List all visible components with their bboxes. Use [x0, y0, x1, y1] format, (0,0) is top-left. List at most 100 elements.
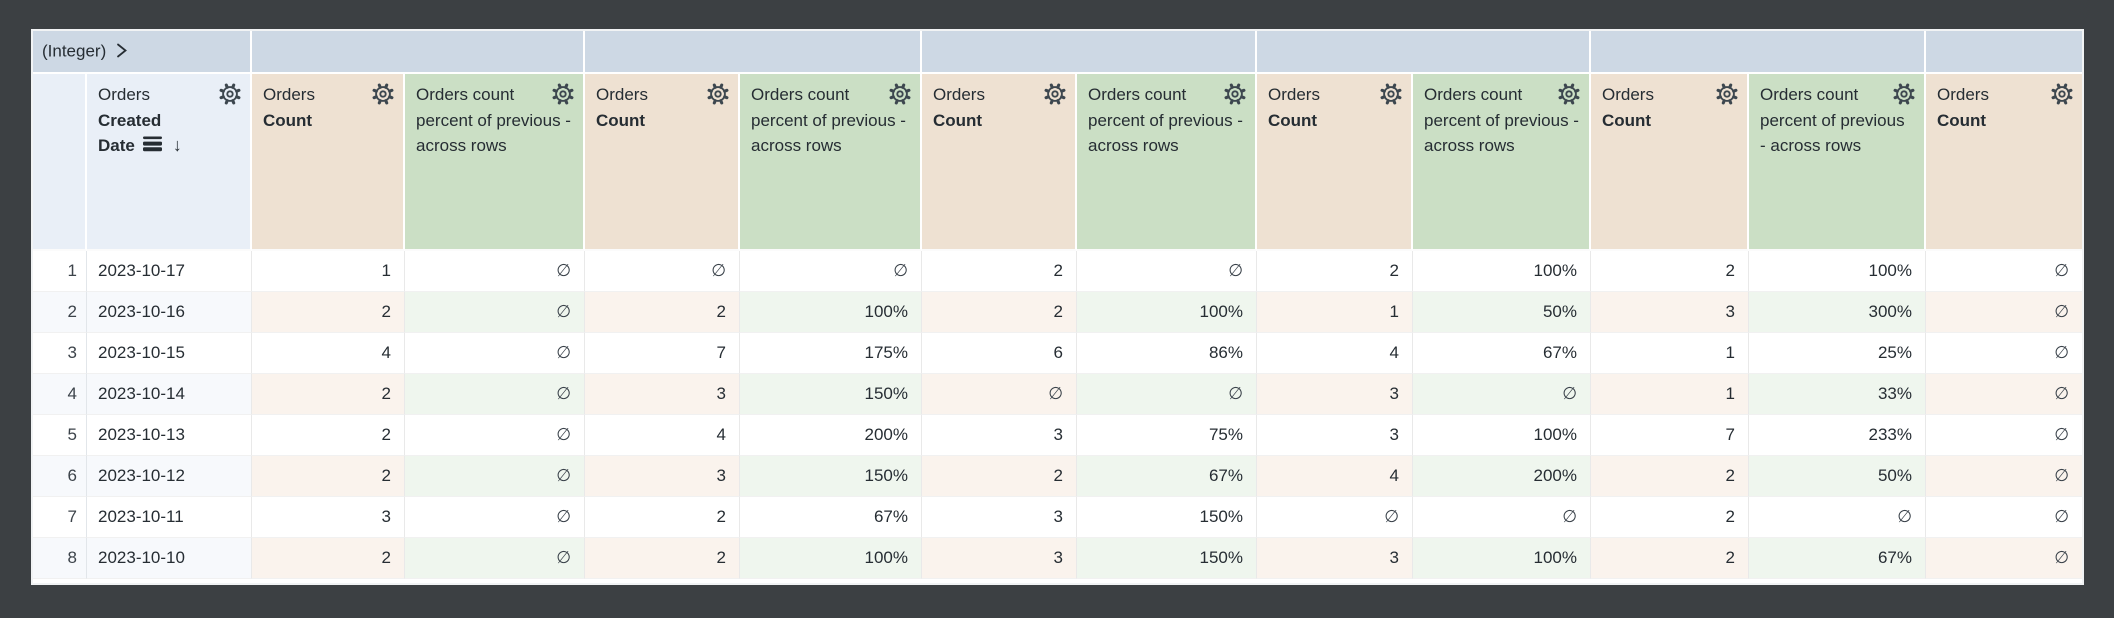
count-cell[interactable]: 2	[1591, 251, 1749, 292]
count-cell[interactable]: ∅	[922, 374, 1077, 415]
percent-cell[interactable]: 100%	[1749, 251, 1926, 292]
date-cell[interactable]: 2023-10-11	[87, 497, 252, 538]
column-header-orders-count[interactable]: Orders Count	[1926, 74, 2082, 251]
count-cell[interactable]: ∅	[1257, 497, 1413, 538]
count-cell[interactable]: ∅	[1926, 374, 2082, 415]
date-cell[interactable]: 2023-10-13	[87, 415, 252, 456]
chevron-right-icon[interactable]	[114, 42, 129, 59]
percent-cell[interactable]: 67%	[1413, 333, 1591, 374]
column-header-orders-created-date[interactable]: Orders Created Date ↓	[87, 74, 252, 251]
count-cell[interactable]: ∅	[1926, 333, 2082, 374]
count-cell[interactable]: 1	[1257, 292, 1413, 333]
percent-cell[interactable]: ∅	[1749, 497, 1926, 538]
column-header-orders-count-percent-of-previous[interactable]: Orders count percent of previous - acros…	[1749, 74, 1926, 251]
count-cell[interactable]: 4	[1257, 333, 1413, 374]
gear-icon[interactable]	[2051, 83, 2073, 105]
percent-cell[interactable]: ∅	[405, 497, 585, 538]
column-header-orders-count-percent-of-previous[interactable]: Orders count percent of previous - acros…	[740, 74, 922, 251]
count-cell[interactable]: 2	[1591, 538, 1749, 579]
count-cell[interactable]: 2	[252, 374, 405, 415]
count-cell[interactable]: ∅	[1926, 292, 2082, 333]
percent-cell[interactable]: 67%	[1077, 456, 1257, 497]
percent-cell[interactable]: ∅	[1413, 497, 1591, 538]
count-cell[interactable]: 2	[922, 251, 1077, 292]
count-cell[interactable]: 7	[1591, 415, 1749, 456]
gear-icon[interactable]	[1558, 83, 1580, 105]
column-header-orders-count-percent-of-previous[interactable]: Orders count percent of previous - acros…	[1413, 74, 1591, 251]
count-cell[interactable]: 1	[252, 251, 405, 292]
percent-cell[interactable]: 75%	[1077, 415, 1257, 456]
count-cell[interactable]: 2	[1257, 251, 1413, 292]
count-cell[interactable]: ∅	[1926, 251, 2082, 292]
percent-cell[interactable]: ∅	[1077, 251, 1257, 292]
column-header-orders-count-percent-of-previous[interactable]: Orders count percent of previous - acros…	[405, 74, 585, 251]
count-cell[interactable]: 3	[922, 538, 1077, 579]
count-cell[interactable]: 2	[1591, 456, 1749, 497]
percent-cell[interactable]: ∅	[405, 251, 585, 292]
percent-cell[interactable]: ∅	[1077, 374, 1257, 415]
count-cell[interactable]: 2	[585, 538, 740, 579]
date-cell[interactable]: 2023-10-15	[87, 333, 252, 374]
percent-cell[interactable]: 50%	[1749, 456, 1926, 497]
count-cell[interactable]: 2	[585, 292, 740, 333]
column-header-orders-count[interactable]: Orders Count	[252, 74, 405, 251]
percent-cell[interactable]: 100%	[1413, 538, 1591, 579]
percent-cell[interactable]: 150%	[740, 374, 922, 415]
gear-icon[interactable]	[219, 83, 241, 105]
percent-cell[interactable]: 67%	[1749, 538, 1926, 579]
percent-cell[interactable]: 150%	[740, 456, 922, 497]
date-cell[interactable]: 2023-10-12	[87, 456, 252, 497]
count-cell[interactable]: 3	[1257, 538, 1413, 579]
pivot-header-cell[interactable]: (Integer)	[33, 31, 252, 74]
count-cell[interactable]: 7	[585, 333, 740, 374]
percent-cell[interactable]: 100%	[1077, 292, 1257, 333]
column-header-orders-count-percent-of-previous[interactable]: Orders count percent of previous - acros…	[1077, 74, 1257, 251]
percent-cell[interactable]: ∅	[405, 538, 585, 579]
count-cell[interactable]: ∅	[1926, 538, 2082, 579]
count-cell[interactable]: 6	[922, 333, 1077, 374]
percent-cell[interactable]: 100%	[740, 538, 922, 579]
gear-icon[interactable]	[889, 83, 911, 105]
gear-icon[interactable]	[1893, 83, 1915, 105]
percent-cell[interactable]: ∅	[405, 374, 585, 415]
percent-cell[interactable]: ∅	[405, 292, 585, 333]
gear-icon[interactable]	[1224, 83, 1246, 105]
percent-cell[interactable]: ∅	[405, 333, 585, 374]
gear-icon[interactable]	[372, 83, 394, 105]
count-cell[interactable]: 3	[1257, 415, 1413, 456]
column-header-orders-count[interactable]: Orders Count	[585, 74, 740, 251]
percent-cell[interactable]: 150%	[1077, 538, 1257, 579]
percent-cell[interactable]: 100%	[740, 292, 922, 333]
percent-cell[interactable]: 300%	[1749, 292, 1926, 333]
percent-cell[interactable]: 67%	[740, 497, 922, 538]
count-cell[interactable]: 2	[1591, 497, 1749, 538]
count-cell[interactable]: 3	[585, 456, 740, 497]
percent-cell[interactable]: 100%	[1413, 251, 1591, 292]
percent-cell[interactable]: 175%	[740, 333, 922, 374]
count-cell[interactable]: 3	[922, 497, 1077, 538]
percent-cell[interactable]: 50%	[1413, 292, 1591, 333]
count-cell[interactable]: 3	[1257, 374, 1413, 415]
count-cell[interactable]: 1	[1591, 333, 1749, 374]
percent-cell[interactable]: 200%	[1413, 456, 1591, 497]
percent-cell[interactable]: 200%	[740, 415, 922, 456]
percent-cell[interactable]: 25%	[1749, 333, 1926, 374]
date-cell[interactable]: 2023-10-16	[87, 292, 252, 333]
percent-cell[interactable]: ∅	[740, 251, 922, 292]
count-cell[interactable]: 2	[252, 292, 405, 333]
percent-cell[interactable]: 86%	[1077, 333, 1257, 374]
percent-cell[interactable]: 100%	[1413, 415, 1591, 456]
percent-cell[interactable]: ∅	[405, 415, 585, 456]
count-cell[interactable]: 2	[922, 292, 1077, 333]
percent-cell[interactable]: ∅	[405, 456, 585, 497]
count-cell[interactable]: 4	[1257, 456, 1413, 497]
count-cell[interactable]: 4	[252, 333, 405, 374]
count-cell[interactable]: ∅	[1926, 497, 2082, 538]
count-cell[interactable]: 4	[585, 415, 740, 456]
count-cell[interactable]: 2	[252, 456, 405, 497]
gear-icon[interactable]	[1380, 83, 1402, 105]
count-cell[interactable]: 2	[252, 415, 405, 456]
date-cell[interactable]: 2023-10-10	[87, 538, 252, 579]
date-cell[interactable]: 2023-10-14	[87, 374, 252, 415]
gear-icon[interactable]	[1044, 83, 1066, 105]
